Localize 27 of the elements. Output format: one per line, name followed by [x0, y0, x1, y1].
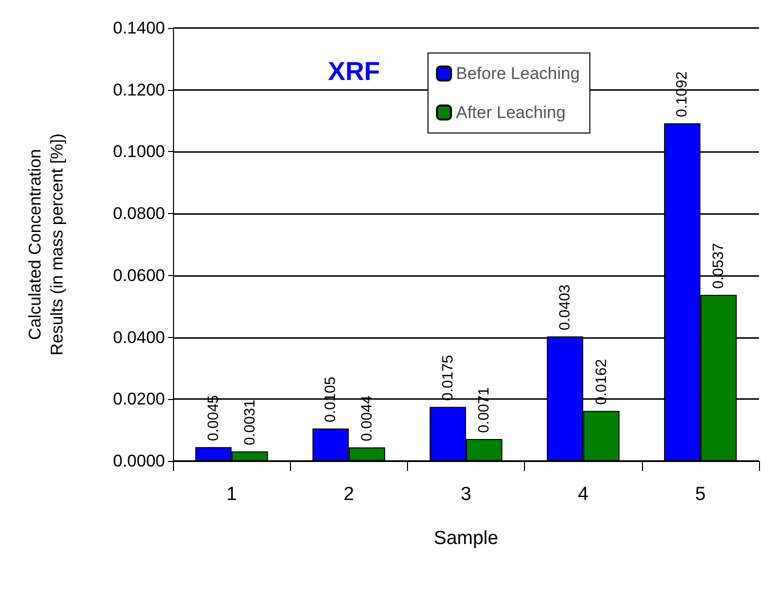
legend-label: Before Leaching — [456, 64, 580, 83]
y-axis-title: Calculated Concentration Results (in mass percent [%]) — [26, 133, 66, 356]
x-axis-title: Sample — [434, 528, 498, 549]
data-label: 0.1092 — [674, 71, 691, 118]
data-label: 0.0045 — [204, 395, 222, 442]
x-tick-label: 5 — [695, 484, 706, 505]
data-label: 0.0031 — [241, 400, 258, 446]
x-tick-label: 2 — [344, 484, 354, 505]
y-tick-label: 0.1200 — [113, 80, 165, 100]
y-tick-label: 0.0600 — [113, 266, 165, 285]
y-tick-label: 0.0000 — [113, 452, 165, 470]
data-label: 0.0105 — [322, 376, 340, 423]
y-tick-label: 0.0400 — [113, 328, 165, 347]
data-label: 0.0044 — [358, 396, 376, 442]
x-tick-label: 3 — [460, 484, 472, 505]
y-tick-label: 0.1400 — [113, 18, 165, 38]
data-label: 0.0403 — [556, 284, 574, 330]
data-label: 0.0162 — [592, 359, 610, 405]
x-tick-label: 1 — [226, 484, 237, 505]
x-tick-label: 4 — [578, 484, 589, 505]
text: XRF — [328, 56, 380, 86]
data-label: 0.0537 — [710, 243, 728, 289]
legend-label: After Leaching — [456, 103, 566, 122]
y-tick-label: 0.0800 — [113, 204, 165, 224]
y-tick-label: 0.0200 — [113, 390, 165, 409]
y-tick-label: 0.1000 — [113, 142, 165, 162]
data-label: 0.0071 — [476, 387, 493, 434]
